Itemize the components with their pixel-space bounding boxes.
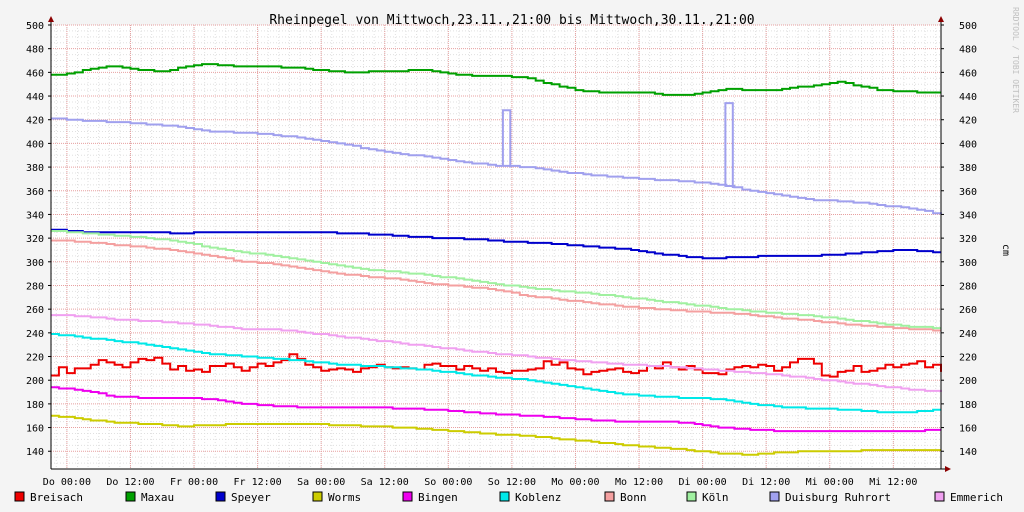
series-line-bingen: [51, 386, 941, 433]
x-tick-label: Di 12:00: [742, 477, 790, 488]
legend-swatch-maxau: [125, 491, 136, 502]
y-tick-label-right: 220: [959, 353, 977, 364]
y-tick-label-left: 140: [26, 447, 44, 458]
x-tick-label: Fr 12:00: [234, 477, 282, 488]
y-tick-label-right: 200: [959, 376, 977, 387]
y-tick-label-right: 360: [959, 187, 977, 198]
legend-label-k-ln: Köln: [702, 491, 729, 504]
y-tick-label-left: 380: [26, 163, 44, 174]
y-tick-label-left: 460: [26, 68, 44, 79]
y-tick-label-right: 300: [959, 258, 977, 269]
y-tick-label-right: 500: [959, 21, 977, 32]
x-tick-label: Do 12:00: [106, 477, 154, 488]
y-tick-label-left: 400: [26, 139, 44, 150]
y-tick-label-left: 320: [26, 234, 44, 245]
y-tick-label-right: 340: [959, 210, 977, 221]
x-tick-label: Sa 12:00: [361, 477, 409, 488]
series-line-breisach: [51, 353, 942, 378]
x-tick-label: So 00:00: [424, 477, 472, 488]
y-tick-label-right: 260: [959, 305, 977, 316]
x-tick-label: Mo 00:00: [551, 477, 599, 488]
x-tick-label: Fr 00:00: [170, 477, 218, 488]
axes: [48, 16, 951, 472]
y-tick-label-right: 400: [959, 139, 977, 150]
y-axis-arrow-left: [48, 16, 54, 22]
y-tick-label-right: 280: [959, 281, 977, 292]
series-spike-duisburg-ruhrort: [724, 102, 734, 188]
legend-swatch-k-ln: [686, 491, 697, 502]
plot-area: [51, 25, 941, 469]
legend-swatch-worms: [312, 491, 323, 502]
x-tick-label: Mo 12:00: [615, 477, 663, 488]
y-tick-label-left: 160: [26, 424, 44, 435]
legend-label-koblenz: Koblenz: [515, 491, 561, 504]
x-tick-label: Sa 00:00: [297, 477, 345, 488]
series-line-speyer: [51, 228, 941, 260]
y-tick-label-left: 500: [26, 21, 44, 32]
x-tick-label: Mi 12:00: [869, 477, 917, 488]
series-line-emmerich: [51, 314, 942, 392]
y-tick-label-right: 320: [959, 234, 977, 245]
y-axis-unit-label: cm: [1000, 244, 1011, 256]
chart-title: Rheinpegel von Mittwoch,23.11.,21:00 bis…: [269, 13, 754, 28]
rrdtool-watermark: RRDTOOL / TOBI OETIKER: [1011, 7, 1020, 113]
legend-swatch-bingen: [402, 491, 413, 502]
y-tick-label-right: 440: [959, 92, 977, 103]
legend-swatch-speyer: [215, 491, 226, 502]
y-tick-label-left: 240: [26, 329, 44, 340]
legend-label-duisburg-ruhrort: Duisburg Ruhrort: [785, 491, 891, 504]
series-line-duisburg-ruhrort: [51, 117, 942, 215]
legend-swatch-koblenz: [499, 491, 510, 502]
x-tick-label: Mi 00:00: [806, 477, 854, 488]
legend-label-speyer: Speyer: [231, 491, 271, 504]
x-axis-arrow: [945, 466, 951, 472]
legend: Breisach Maxau Speyer Worms Bingen Koblenz Bon…: [14, 491, 1003, 504]
y-tick-label-right: 240: [959, 329, 977, 340]
series-line-maxau: [51, 63, 941, 96]
y-tick-label-left: 300: [26, 258, 44, 269]
y-tick-label-left: 260: [26, 305, 44, 316]
legend-label-maxau: Maxau: [141, 491, 174, 504]
y-tick-label-right: 460: [959, 68, 977, 79]
x-tick-label: Di 00:00: [679, 477, 727, 488]
legend-swatch-duisburg-ruhrort: [769, 491, 780, 502]
y-tick-label-left: 340: [26, 210, 44, 221]
y-tick-label-right: 180: [959, 400, 977, 411]
tick-labels: 140 140 160 160 180 180 200 200 220 220 240 240 260 2…: [26, 21, 977, 488]
legend-label-breisach: Breisach: [30, 491, 83, 504]
y-tick-label-right: 420: [959, 116, 977, 127]
series-line-bonn: [51, 239, 941, 332]
y-tick-label-left: 440: [26, 92, 44, 103]
legend-swatch-breisach: [14, 491, 25, 502]
y-tick-label-right: 480: [959, 45, 977, 56]
legend-swatch-bonn: [604, 491, 615, 502]
legend-label-worms: Worms: [328, 491, 361, 504]
y-tick-label-left: 420: [26, 116, 44, 127]
x-tick-label: Do 00:00: [43, 477, 91, 488]
y-tick-label-left: 220: [26, 353, 44, 364]
legend-swatch-emmerich: [934, 491, 945, 502]
y-tick-label-right: 160: [959, 424, 977, 435]
y-tick-label-left: 200: [26, 376, 44, 387]
y-tick-label-left: 180: [26, 400, 44, 411]
series-line-k-ln: [51, 230, 941, 330]
legend-label-emmerich: Emmerich: [950, 491, 1003, 504]
series-line-koblenz: [51, 333, 941, 414]
y-tick-label-left: 360: [26, 187, 44, 198]
series-lines: [51, 63, 942, 456]
y-tick-label-right: 380: [959, 163, 977, 174]
legend-label-bonn: Bonn: [620, 491, 647, 504]
y-axis-arrow-right: [938, 16, 944, 22]
y-tick-label-left: 280: [26, 281, 44, 292]
y-tick-label-left: 480: [26, 45, 44, 56]
y-tick-label-right: 140: [959, 447, 977, 458]
legend-label-bingen: Bingen: [418, 491, 458, 504]
series-spike-duisburg-ruhrort: [501, 109, 512, 168]
series-line-worms: [51, 414, 941, 456]
x-tick-label: So 12:00: [488, 477, 536, 488]
